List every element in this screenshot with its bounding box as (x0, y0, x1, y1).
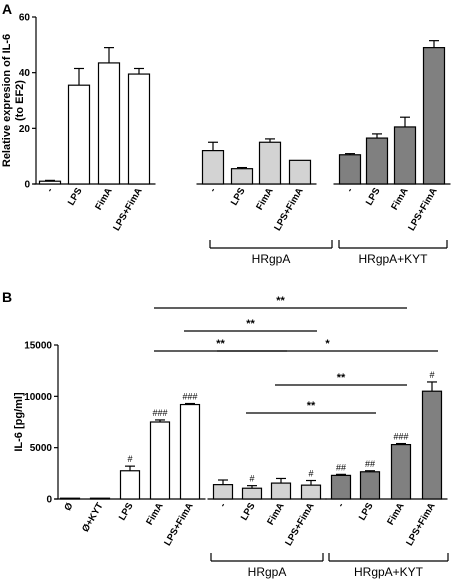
y-axis-title-line: IL-6 [pg/ml] (13, 392, 25, 452)
category-label: - (344, 186, 355, 194)
category-label: - (44, 186, 55, 194)
category-label: LPS (357, 501, 376, 523)
y-tick-label: 40 (19, 68, 31, 79)
bar (201, 150, 225, 185)
significance-marker: ### (393, 432, 408, 442)
y-tick-label: 10000 (24, 392, 52, 403)
category-label: - (335, 501, 346, 509)
bar (421, 390, 443, 500)
significance-marker: ## (365, 459, 375, 469)
panel-a-ylabel: Relative expresion of IL-6 (to EF2) (1, 34, 26, 167)
significance-label: ** (216, 338, 225, 350)
panel-b-ylabel: IL-6 [pg/ml] (13, 392, 25, 452)
category-label: Ø (62, 501, 75, 513)
bar (59, 497, 81, 500)
panel-b-bars: ########### ###### (54, 370, 448, 500)
significance-marker: ### (182, 392, 197, 402)
bar (393, 126, 417, 185)
category-label: FimA (265, 501, 286, 527)
category-label: LPS+FimA (111, 186, 144, 233)
y-tick-label: 5000 (30, 443, 53, 454)
category-label: Ø+KYT (80, 501, 106, 534)
bar (390, 443, 412, 500)
category-label: LPS+FimA (283, 501, 316, 548)
bar (89, 497, 111, 500)
bar (230, 168, 254, 185)
significance-label: ** (307, 400, 316, 412)
category-label: LPS+FimA (404, 501, 437, 548)
bar (365, 137, 389, 185)
category-label: - (217, 501, 228, 509)
group-label: HRgpA (248, 565, 287, 579)
category-label: - (207, 186, 218, 194)
panel-b-letter: B (2, 289, 12, 305)
significance-marker: # (429, 370, 434, 380)
bar (359, 471, 381, 500)
significance-marker: # (308, 469, 313, 479)
bar (97, 62, 121, 185)
category-label: LPS+FimA (162, 501, 195, 548)
panel-b-group-brackets: HRgpA HRgpA+KYT (210, 553, 449, 579)
significance-marker: # (249, 474, 254, 484)
y-tick-label: 15000 (24, 341, 52, 352)
significance-label: ** (246, 318, 255, 330)
group-label: HRgpA (252, 252, 291, 266)
bar (67, 84, 91, 185)
category-label: LPS (239, 501, 258, 523)
category-label: LPS+FimA (272, 186, 305, 233)
category-label: FimA (144, 501, 165, 527)
significance-marker: ## (336, 462, 346, 472)
bar (300, 484, 322, 500)
y-tick-label: 60 (19, 13, 31, 24)
bar (330, 474, 352, 500)
bar (127, 73, 151, 185)
category-label: LPS+FimA (406, 186, 439, 233)
category-label: LPS (66, 186, 85, 208)
category-label: LPS (229, 186, 248, 208)
bar (149, 421, 171, 500)
significance-label: * (325, 338, 330, 350)
category-label: FimA (254, 186, 275, 212)
panel-a-bars (33, 40, 451, 185)
bar (179, 403, 201, 500)
significance-label: ** (337, 372, 346, 384)
significance-marker: # (127, 454, 132, 464)
y-axis-title-line: Relative expresion of IL-6 (1, 34, 13, 167)
category-label: FimA (389, 186, 410, 212)
y-tick-label: 0 (46, 495, 52, 506)
panel-a-axes: 0 20 40 60 (19, 13, 37, 191)
panel-a-group-brackets: HRgpA HRgpA+KYT (209, 240, 448, 266)
category-label: LPS (117, 501, 136, 523)
group-label: HRgpA+KYT (354, 565, 424, 579)
bar (270, 482, 292, 500)
bar (212, 484, 234, 500)
bar (422, 47, 446, 185)
category-label: FimA (385, 501, 406, 527)
significance-label: ** (276, 295, 285, 307)
bar (119, 470, 141, 500)
y-axis-title-line: (to EF2) (14, 80, 26, 121)
bar (38, 180, 62, 185)
y-tick-label: 20 (19, 124, 31, 135)
significance-marker: ### (152, 408, 167, 418)
category-label: LPS (364, 186, 383, 208)
panel-a-letter: A (2, 1, 12, 17)
category-label: FimA (93, 186, 114, 212)
panel-b-significance-lines: ****** ***** (154, 295, 438, 414)
bar (241, 487, 263, 500)
panel-b-axes: 0 5000 10000 15000 (24, 341, 59, 506)
bar (338, 154, 362, 185)
group-label: HRgpA+KYT (358, 252, 428, 266)
bar (288, 159, 312, 185)
y-tick-label: 0 (24, 180, 30, 191)
bar (258, 141, 282, 185)
